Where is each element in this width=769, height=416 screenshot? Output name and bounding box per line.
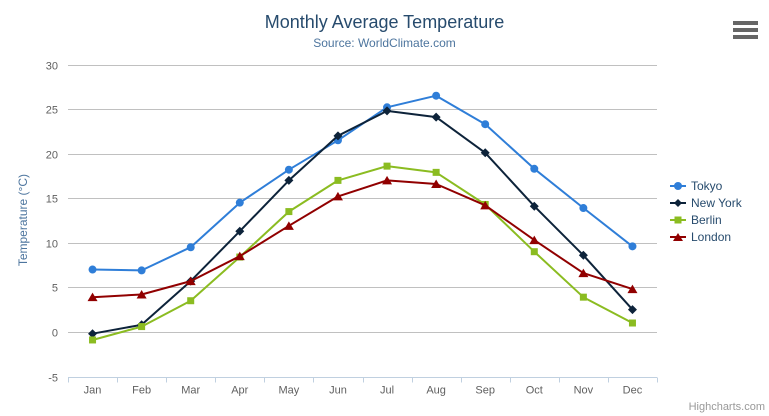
legend-marker-square-icon: [670, 216, 686, 223]
y-axis-label: -5: [48, 373, 58, 385]
y-axis-label: 10: [46, 239, 58, 251]
legend-marker-circle-icon: [670, 181, 686, 190]
legend-item-berlin[interactable]: Berlin: [670, 211, 742, 228]
y-axis-label: 30: [46, 61, 58, 73]
legend-label: Tokyo: [691, 178, 723, 193]
y-gridlines: -5 0 5 10 15 20 25 30: [46, 61, 657, 385]
y-axis-label: 15: [46, 194, 58, 206]
legend-item-london[interactable]: London: [670, 228, 742, 245]
x-axis-label: May: [278, 385, 299, 397]
x-axis-label: Jul: [380, 385, 394, 397]
highcharts-credit-link[interactable]: Highcharts.com: [688, 401, 765, 413]
x-axis: Jan Feb Mar Apr May Jun Jul Aug Sep Oct Nov Dec: [68, 377, 658, 397]
y-axis-label: 25: [46, 105, 58, 117]
y-axis-title-wrap: Temperature (°C): [14, 64, 32, 377]
y-axis-label: 0: [52, 328, 58, 340]
legend-marker-triangle-up-icon: [670, 232, 686, 241]
legend-label: Berlin: [691, 212, 722, 227]
x-axis-label: Jun: [329, 385, 347, 397]
chart-title: Monthly Average Temperature: [264, 12, 505, 32]
x-axis-label: Dec: [623, 385, 643, 397]
chart-subtitle: Source: WorldClimate.com: [313, 36, 456, 50]
series-london[interactable]: [87, 175, 638, 302]
hamburger-menu-icon[interactable]: [733, 21, 758, 39]
hamburger-bar: [733, 35, 758, 39]
legend: Tokyo New York Berlin London: [670, 177, 742, 245]
series-berlin[interactable]: [89, 162, 636, 344]
y-axis-label: 20: [46, 150, 58, 162]
x-axis-label: Oct: [526, 385, 543, 397]
x-axis-label: Apr: [231, 385, 248, 397]
series-new-york[interactable]: [88, 106, 637, 339]
x-axis-label: Nov: [574, 385, 594, 397]
legend-label: New York: [691, 195, 742, 210]
hamburger-bar: [733, 28, 758, 32]
legend-item-new-york[interactable]: New York: [670, 194, 742, 211]
y-axis-title: Temperature (°C): [16, 174, 30, 267]
y-axis-label: 5: [52, 283, 58, 295]
legend-label: London: [691, 229, 732, 244]
x-axis-label: Aug: [426, 385, 446, 397]
x-axis-label: Mar: [181, 385, 200, 397]
hamburger-bar: [733, 21, 758, 25]
legend-marker-diamond-icon: [670, 198, 686, 207]
legend-item-tokyo[interactable]: Tokyo: [670, 177, 742, 194]
series-tokyo[interactable]: [88, 91, 637, 275]
x-axis-label: Feb: [132, 385, 151, 397]
x-axis-label: Sep: [475, 385, 495, 397]
x-axis-label: Jan: [84, 385, 102, 397]
